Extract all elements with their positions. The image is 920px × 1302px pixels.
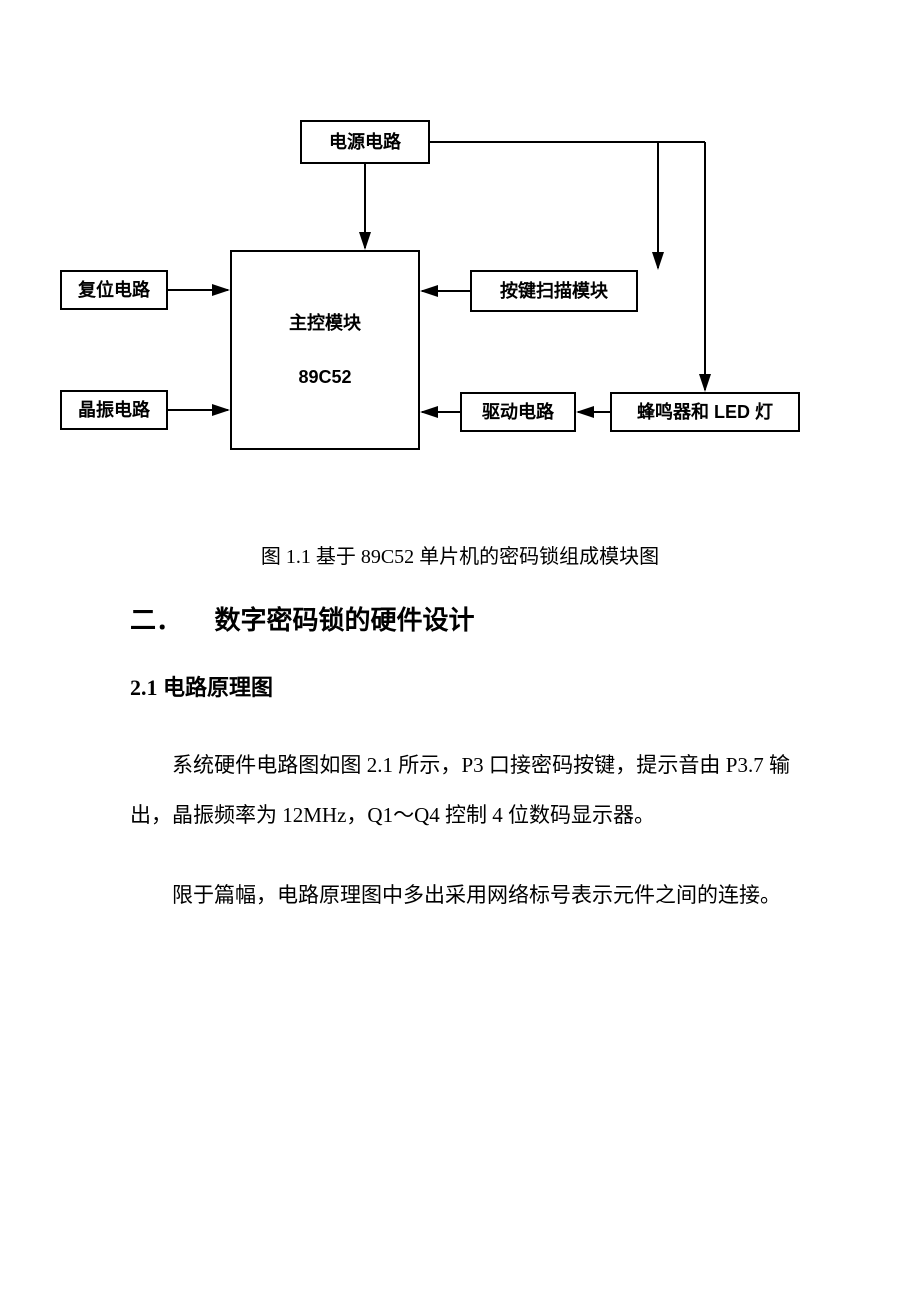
section-heading: 二． 数字密码锁的硬件设计 [130,600,475,637]
node-buzzer: 蜂鸣器和 LED 灯 [610,392,800,432]
section-title: 数字密码锁的硬件设计 [214,605,474,635]
node-label: 驱动电路 [482,399,554,426]
node-crystal: 晶振电路 [60,390,168,430]
node-label: 主控模块 89C52 [289,310,361,391]
node-main: 主控模块 89C52 [230,250,420,450]
block-diagram: 电源电路 复位电路 晶振电路 主控模块 89C52 按键扫描模块 驱动电路 蜂鸣… [100,120,820,480]
node-reset: 复位电路 [60,270,168,310]
figure-caption: 图 1.1 基于 89C52 单片机的密码锁组成模块图 [0,540,920,569]
node-power: 电源电路 [300,120,430,164]
node-keys: 按键扫描模块 [470,270,638,312]
node-label: 电源电路 [329,129,401,156]
node-label: 蜂鸣器和 LED 灯 [637,399,773,426]
paragraph-1: 系统硬件电路图如图 2.1 所示，P3 口接密码按键，提示音由 P3.7 输出，… [130,740,790,841]
node-label: 复位电路 [78,277,150,304]
section-number: 二． [130,605,182,635]
paragraph-2: 限于篇幅，电路原理图中多出采用网络标号表示元件之间的连接。 [130,870,790,920]
node-label: 按键扫描模块 [500,278,608,305]
subsection-heading: 2.1 电路原理图 [130,670,273,702]
document-page: 电源电路 复位电路 晶振电路 主控模块 89C52 按键扫描模块 驱动电路 蜂鸣… [0,0,920,1302]
node-drive: 驱动电路 [460,392,576,432]
node-label: 晶振电路 [78,397,150,424]
